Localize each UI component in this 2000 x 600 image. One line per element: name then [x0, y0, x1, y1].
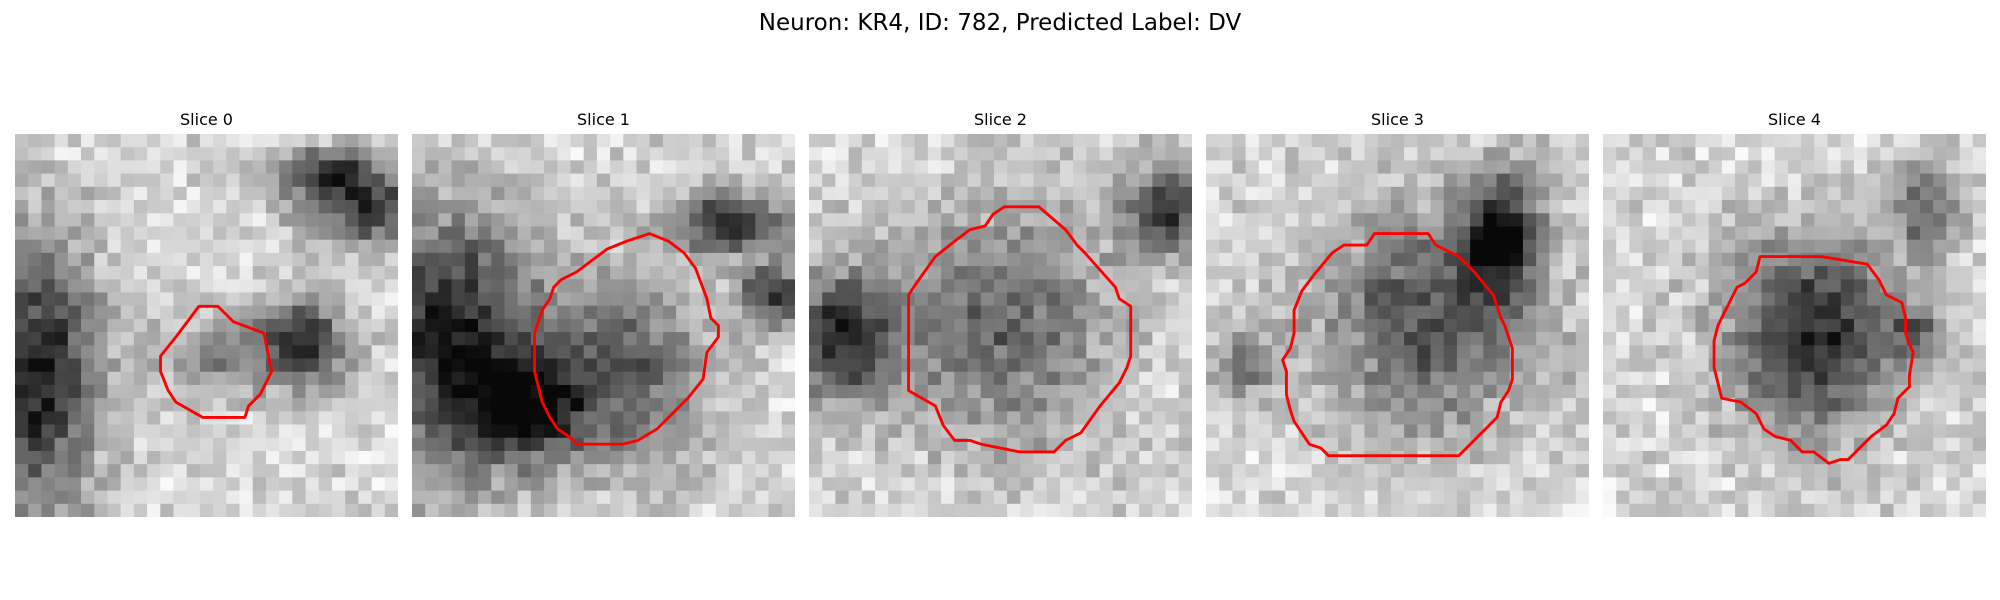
slice-title: Slice 4	[1603, 110, 1986, 130]
slice-panel-0: Slice 0	[15, 110, 398, 517]
microscopy-image	[809, 134, 1192, 517]
slice-panel-2: Slice 2	[809, 110, 1192, 517]
slice-title: Slice 1	[412, 110, 795, 130]
microscopy-image	[15, 134, 398, 517]
slice-title: Slice 3	[1206, 110, 1589, 130]
microscopy-image	[412, 134, 795, 517]
slice-title: Slice 0	[15, 110, 398, 130]
microscopy-image	[1206, 134, 1589, 517]
microscopy-image	[1603, 134, 1986, 517]
slice-panel-4: Slice 4	[1603, 110, 1986, 517]
figure-title: Neuron: KR4, ID: 782, Predicted Label: D…	[0, 6, 2000, 40]
slice-title: Slice 2	[809, 110, 1192, 130]
slice-panel-1: Slice 1	[412, 110, 795, 517]
slice-panel-3: Slice 3	[1206, 110, 1589, 517]
